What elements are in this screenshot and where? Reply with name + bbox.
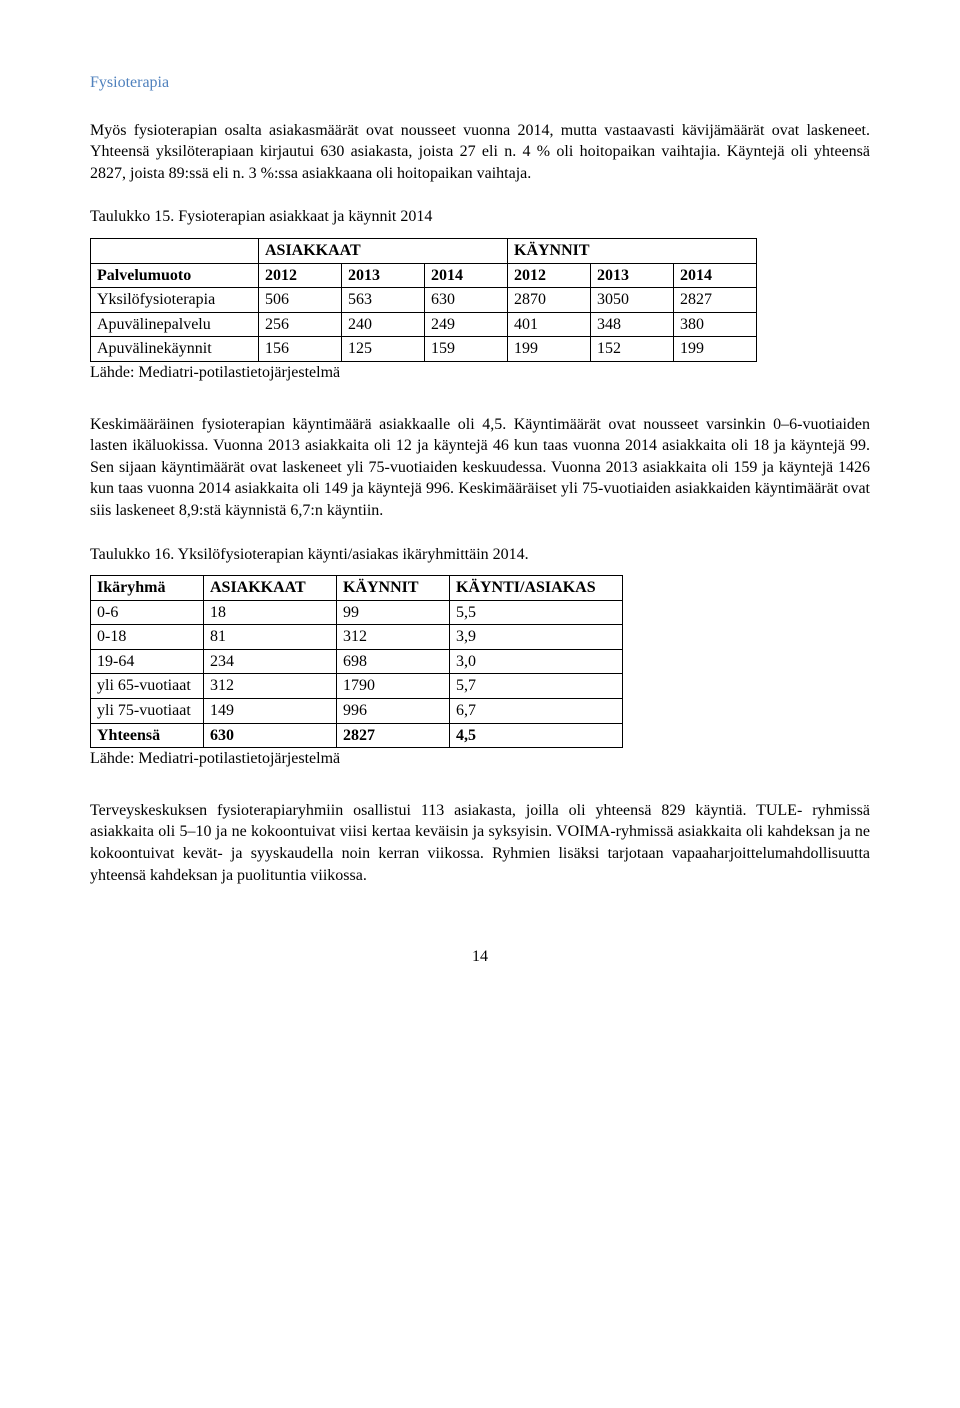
- table-cell: 4,5: [450, 723, 623, 748]
- table-cell: 99: [337, 600, 450, 625]
- table-row: 19-642346983,0: [91, 649, 623, 674]
- table-cell: Yhteensä: [91, 723, 204, 748]
- table-header-cell: 2012: [259, 263, 342, 288]
- section-title: Fysioterapia: [90, 72, 870, 94]
- table-cell: 401: [508, 312, 591, 337]
- table-header-cell: Ikäryhmä: [91, 576, 204, 601]
- paragraph-2: Keskimääräinen fysioterapian käyntimäärä…: [90, 414, 870, 522]
- table-cell: Apuvälinekäynnit: [91, 337, 259, 362]
- table-header-cell: 2014: [674, 263, 757, 288]
- page-number: 14: [90, 946, 870, 968]
- table-cell: Apuvälinepalvelu: [91, 312, 259, 337]
- table-cell: 506: [259, 288, 342, 313]
- table-cell: 5,7: [450, 674, 623, 699]
- table-cell: 149: [204, 699, 337, 724]
- table-cell: yli 65-vuotiaat: [91, 674, 204, 699]
- table-header-cell: 2014: [425, 263, 508, 288]
- table-cell: 630: [204, 723, 337, 748]
- table-cell: 6,7: [450, 699, 623, 724]
- table-cell: yli 75-vuotiaat: [91, 699, 204, 724]
- table-header-cell: KÄYNNIT: [337, 576, 450, 601]
- table-cell: 996: [337, 699, 450, 724]
- paragraph-3: Terveyskeskuksen fysioterapiaryhmiin osa…: [90, 800, 870, 886]
- table-cell: 256: [259, 312, 342, 337]
- table-header-cell: 2013: [342, 263, 425, 288]
- table-header-cell: KÄYNNIT: [508, 238, 757, 263]
- table-cell: 5,5: [450, 600, 623, 625]
- table-cell: 19-64: [91, 649, 204, 674]
- table-cell: 0-18: [91, 625, 204, 650]
- table-cell: 2827: [674, 288, 757, 313]
- table-cell: 152: [591, 337, 674, 362]
- table-cell: 348: [591, 312, 674, 337]
- table-header-cell: [91, 238, 259, 263]
- table-cell: 698: [337, 649, 450, 674]
- table-row: 0-18813123,9: [91, 625, 623, 650]
- table-cell: 3050: [591, 288, 674, 313]
- table-cell: 563: [342, 288, 425, 313]
- table-cell: 312: [337, 625, 450, 650]
- table-cell: 240: [342, 312, 425, 337]
- table-15-caption: Taulukko 15. Fysioterapian asiakkaat ja …: [90, 206, 870, 228]
- table-cell: 380: [674, 312, 757, 337]
- table-cell: 18: [204, 600, 337, 625]
- table-cell: 125: [342, 337, 425, 362]
- table-header-cell: Palvelumuoto: [91, 263, 259, 288]
- table-cell: 2870: [508, 288, 591, 313]
- table-header-cell: 2013: [591, 263, 674, 288]
- table-16-source: Lähde: Mediatri-potilastietojärjestelmä: [90, 748, 870, 770]
- table-row: Yksilöfysioterapia506563630287030502827: [91, 288, 757, 313]
- table-cell: 2827: [337, 723, 450, 748]
- table-row: Yhteensä63028274,5: [91, 723, 623, 748]
- table-cell: 1790: [337, 674, 450, 699]
- table-cell: 312: [204, 674, 337, 699]
- table-cell: 630: [425, 288, 508, 313]
- table-cell: 3,0: [450, 649, 623, 674]
- table-cell: 249: [425, 312, 508, 337]
- table-15-source: Lähde: Mediatri-potilastietojärjestelmä: [90, 362, 870, 384]
- table-row: yli 65-vuotiaat31217905,7: [91, 674, 623, 699]
- table-cell: 199: [674, 337, 757, 362]
- table-row: 0-618995,5: [91, 600, 623, 625]
- table-row: Apuvälinekäynnit156125159199152199: [91, 337, 757, 362]
- table-row: yli 75-vuotiaat1499966,7: [91, 699, 623, 724]
- table-header-cell: ASIAKKAAT: [204, 576, 337, 601]
- table-cell: 3,9: [450, 625, 623, 650]
- table-row: Apuvälinepalvelu256240249401348380: [91, 312, 757, 337]
- table-cell: 199: [508, 337, 591, 362]
- table-cell: 0-6: [91, 600, 204, 625]
- table-cell: Yksilöfysioterapia: [91, 288, 259, 313]
- table-header-cell: 2012: [508, 263, 591, 288]
- table-cell: 234: [204, 649, 337, 674]
- table-cell: 81: [204, 625, 337, 650]
- table-cell: 156: [259, 337, 342, 362]
- table-header-cell: ASIAKKAAT: [259, 238, 508, 263]
- table-header-cell: KÄYNTI/ASIAKAS: [450, 576, 623, 601]
- table-16-caption: Taulukko 16. Yksilöfysioterapian käynti/…: [90, 544, 870, 566]
- paragraph-1: Myös fysioterapian osalta asiakasmäärät …: [90, 120, 870, 185]
- table-16: IkäryhmäASIAKKAATKÄYNNITKÄYNTI/ASIAKAS0-…: [90, 575, 623, 748]
- table-15: ASIAKKAATKÄYNNITPalvelumuoto201220132014…: [90, 238, 757, 362]
- table-cell: 159: [425, 337, 508, 362]
